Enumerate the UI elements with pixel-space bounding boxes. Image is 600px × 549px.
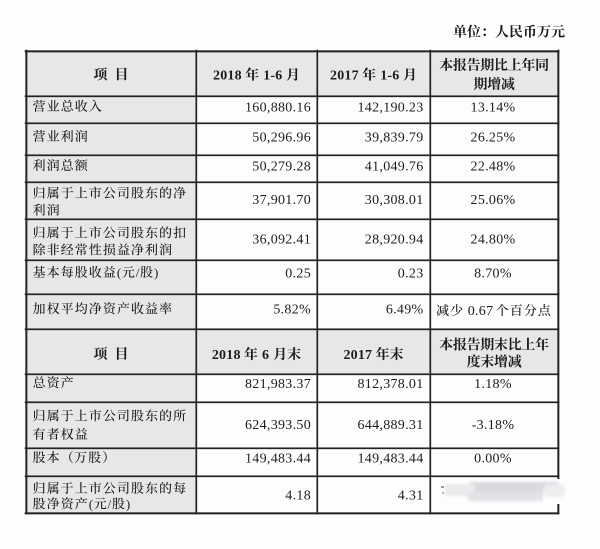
- svg-text:50,296.96: 50,296.96: [252, 131, 311, 146]
- svg-text:1-6: 1-6: [263, 69, 282, 84]
- svg-text:/: /: [136, 265, 140, 280]
- svg-text:2018: 2018: [213, 69, 242, 84]
- svg-text:28,920.94: 28,920.94: [365, 233, 424, 248]
- svg-text:36,092.41: 36,092.41: [252, 233, 311, 248]
- svg-text:142,190.23: 142,190.23: [358, 101, 424, 116]
- svg-text:): ): [154, 265, 158, 280]
- svg-text:-3.18%: -3.18%: [472, 418, 515, 433]
- svg-text:812,378.01: 812,378.01: [358, 377, 424, 392]
- svg-text:24.80%: 24.80%: [471, 233, 516, 248]
- svg-text:1-6: 1-6: [380, 69, 399, 84]
- svg-text:/: /: [108, 496, 112, 511]
- svg-text:(: (: [89, 496, 93, 511]
- svg-text:(: (: [117, 265, 121, 280]
- svg-text:5.82%: 5.82%: [273, 303, 311, 318]
- svg-text:13.14%: 13.14%: [471, 101, 516, 116]
- svg-text:2017: 2017: [330, 69, 359, 84]
- svg-text:): ): [126, 496, 130, 511]
- svg-text:4.31: 4.31: [398, 488, 424, 503]
- svg-text:2017: 2017: [343, 348, 372, 363]
- svg-text:22.48%: 22.48%: [471, 160, 516, 175]
- svg-text:644,889.31: 644,889.31: [358, 418, 424, 433]
- svg-text:0.00%: 0.00%: [474, 452, 512, 467]
- svg-text:8.70%: 8.70%: [474, 266, 512, 281]
- svg-text:1.18%: 1.18%: [474, 377, 512, 392]
- svg-text:4.18: 4.18: [285, 488, 311, 503]
- svg-text:2018: 2018: [212, 348, 241, 363]
- svg-text:30,308.01: 30,308.01: [365, 193, 424, 208]
- svg-text:6.49%: 6.49%: [386, 303, 424, 318]
- svg-text:37,901.70: 37,901.70: [252, 193, 311, 208]
- svg-text:39,839.79: 39,839.79: [365, 131, 424, 146]
- svg-text:41,049.76: 41,049.76: [365, 160, 424, 175]
- svg-text:50,279.28: 50,279.28: [252, 160, 311, 175]
- svg-text:0.23: 0.23: [398, 266, 424, 281]
- svg-text:624,393.50: 624,393.50: [245, 418, 311, 433]
- svg-text:25.06%: 25.06%: [471, 193, 516, 208]
- svg-text:0.25: 0.25: [285, 266, 311, 281]
- svg-text:0.67: 0.67: [468, 304, 494, 319]
- svg-text:160,880.16: 160,880.16: [245, 101, 311, 116]
- svg-text:149,483.44: 149,483.44: [245, 452, 311, 467]
- svg-text:6: 6: [262, 348, 269, 363]
- svg-text:149,483.44: 149,483.44: [358, 452, 424, 467]
- svg-text:821,983.37: 821,983.37: [245, 377, 311, 392]
- svg-text:26.25%: 26.25%: [471, 131, 516, 146]
